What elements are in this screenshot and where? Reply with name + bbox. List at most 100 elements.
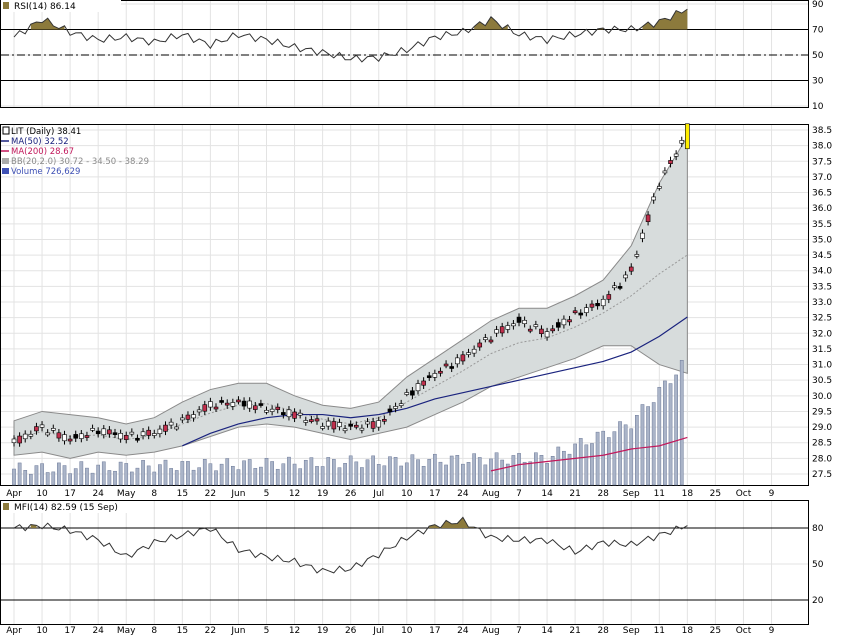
volume-bar	[456, 455, 459, 485]
volume-bar	[343, 463, 346, 485]
volume-bar	[18, 463, 21, 485]
candle-body	[281, 412, 285, 414]
volume-bar	[186, 461, 189, 485]
price-axis-label: 30.0	[812, 392, 832, 402]
volume-bar	[153, 472, 156, 485]
candle-body	[388, 409, 392, 412]
price-axis-label: 28.5	[812, 439, 832, 449]
volume-bar	[209, 464, 212, 485]
volume-bar	[321, 466, 324, 485]
x-axis-label: 24	[457, 626, 469, 636]
x-axis-label: 26	[345, 489, 357, 499]
price-axis-label: 37.5	[812, 157, 832, 167]
candle-body	[135, 438, 139, 440]
price-axis-label: 34.5	[812, 251, 832, 261]
x-axis-label: 15	[177, 489, 188, 499]
candle-body	[96, 431, 100, 434]
candle-body	[635, 254, 639, 256]
volume-bar	[287, 457, 290, 485]
candle-body	[612, 286, 616, 288]
x-axis-label: Jul	[372, 489, 384, 499]
candle-body	[270, 409, 274, 411]
candle-body	[253, 406, 257, 410]
volume-icon	[2, 168, 9, 174]
x-axis-label: 8	[151, 626, 157, 636]
volume-bar	[102, 462, 105, 485]
price-axis-label: 33.5	[812, 282, 832, 292]
candle-body	[169, 422, 173, 425]
volume-bar	[574, 444, 577, 485]
x-axis-label: 19	[317, 489, 329, 499]
volume-bar	[512, 455, 515, 485]
candle-body	[528, 329, 532, 331]
x-axis-label: 17	[64, 489, 75, 499]
candle-body	[287, 410, 291, 417]
candle-body	[113, 433, 117, 435]
rsi-label: RSI(14) 86.14	[14, 2, 76, 12]
price-axis-label: 36.0	[812, 204, 832, 214]
volume-bar	[315, 466, 318, 485]
volume-bar	[557, 447, 560, 485]
x-axis-label: May	[117, 626, 136, 636]
volume-bar	[136, 468, 139, 485]
candle-body	[18, 436, 22, 443]
candle-body	[416, 384, 420, 391]
x-axis-label: 5	[264, 489, 270, 499]
candle-body	[371, 422, 375, 429]
candle-body	[399, 404, 403, 406]
x-axis-label: 21	[569, 626, 580, 636]
volume-bar	[220, 464, 223, 485]
x-axis-label: 10	[401, 489, 413, 499]
candle-body	[40, 425, 44, 428]
volume-bar	[360, 467, 363, 485]
candle-body	[534, 325, 538, 327]
volume-bar	[461, 464, 464, 485]
volume-bar	[332, 459, 335, 485]
volume-bar	[293, 464, 296, 485]
volume-bar	[669, 384, 672, 485]
price-axis-label: 28.0	[812, 454, 832, 464]
candle-body	[34, 427, 38, 431]
candle-body	[523, 320, 527, 323]
price-axis-label: 35.0	[812, 235, 832, 245]
candle-body	[79, 434, 83, 439]
legend-entry: LIT (Daily) 38.41	[11, 127, 81, 137]
candle-body	[489, 340, 493, 342]
volume-bar	[282, 464, 285, 485]
x-axis-label: Apr	[6, 489, 22, 499]
candle-body	[91, 428, 95, 430]
candle-body	[657, 186, 661, 188]
candle-body	[624, 275, 628, 278]
x-axis-label: 18	[682, 489, 694, 499]
candle-body	[584, 308, 588, 313]
price-axis-label: 32.0	[812, 329, 832, 339]
volume-bar	[24, 470, 27, 485]
candle-body	[366, 422, 370, 424]
candle-body	[321, 426, 325, 428]
candle-body	[472, 349, 476, 353]
candle-body	[455, 358, 459, 364]
volume-bar	[108, 470, 111, 485]
x-axis-label: Apr	[6, 626, 22, 636]
x-axis-label: 25	[710, 489, 721, 499]
candle-body	[337, 423, 341, 427]
x-axis-label: 21	[569, 489, 580, 499]
volume-bar	[310, 458, 313, 485]
price-axis-label: 32.5	[812, 314, 832, 324]
x-axis-label: 9	[769, 489, 775, 499]
candle-body	[107, 430, 111, 434]
candle-body	[427, 376, 431, 378]
candle-body	[506, 326, 510, 330]
volume-bar	[366, 460, 369, 485]
rsi-icon	[3, 2, 9, 9]
candle-body	[539, 329, 543, 334]
x-axis-label: Sep	[623, 489, 640, 499]
candle-body	[85, 436, 89, 438]
price-axis-label: 33.0	[812, 298, 832, 308]
volume-bar	[613, 432, 616, 485]
volume-bar	[646, 407, 649, 485]
x-axis-label: 22	[205, 626, 216, 636]
candle-body	[51, 428, 55, 430]
x-axis-label: Oct	[736, 489, 752, 499]
